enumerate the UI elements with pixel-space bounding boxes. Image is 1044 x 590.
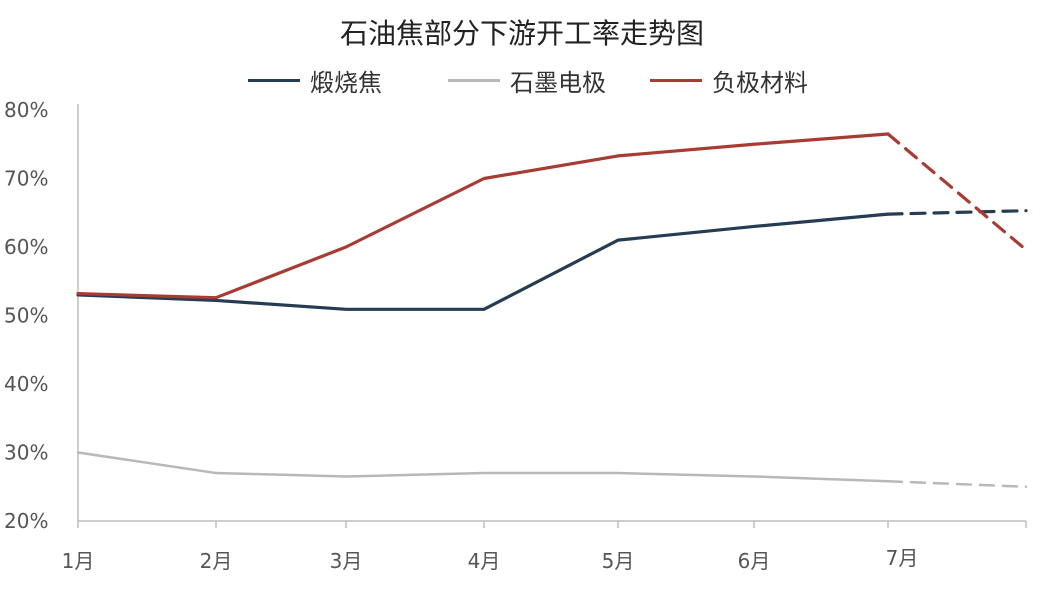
series-line <box>76 212 890 311</box>
legend-item-calcined-coke: 煅烧焦 <box>248 62 382 98</box>
x-tick-label: 4月 <box>468 549 501 573</box>
series-projection-line <box>886 480 1028 488</box>
y-tick-label: 80% <box>4 98 48 122</box>
series-line <box>76 451 890 483</box>
series-projection-line <box>886 209 1028 216</box>
x-tick-label: 5月 <box>602 549 635 573</box>
legend-swatch-anode-material <box>650 78 702 82</box>
y-tick-label: 30% <box>4 441 48 465</box>
legend-label-calcined-coke: 煅烧焦 <box>310 68 382 97</box>
legend-swatch-calcined-coke <box>248 78 300 82</box>
x-tick-label: 6月 <box>738 549 771 573</box>
x-tick-label: 3月 <box>330 549 363 573</box>
y-tick-label: 60% <box>4 235 48 259</box>
series-line <box>76 132 890 300</box>
y-tick-label: 70% <box>4 167 48 191</box>
legend-item-anode-material: 负极材料 <box>650 62 808 98</box>
chart-title: 石油焦部分下游开工率走势图 <box>339 17 704 50</box>
legend: 煅烧焦 石墨电极 负极材料 <box>0 62 1044 98</box>
series-projection-line <box>886 132 1028 252</box>
y-tick-label: 40% <box>4 372 48 396</box>
x-tick-label: 2月 <box>200 549 233 573</box>
legend-label-graphite-electrode: 石墨电极 <box>510 68 606 97</box>
y-tick-label: 50% <box>4 304 48 328</box>
y-tick-label: 20% <box>4 509 48 533</box>
legend-item-graphite-electrode: 石墨电极 <box>448 62 606 98</box>
x-tick-label: 7月 <box>886 546 919 570</box>
x-tick-label: 1月 <box>62 549 95 573</box>
legend-swatch-graphite-electrode <box>448 78 500 82</box>
legend-label-anode-material: 负极材料 <box>712 68 808 97</box>
